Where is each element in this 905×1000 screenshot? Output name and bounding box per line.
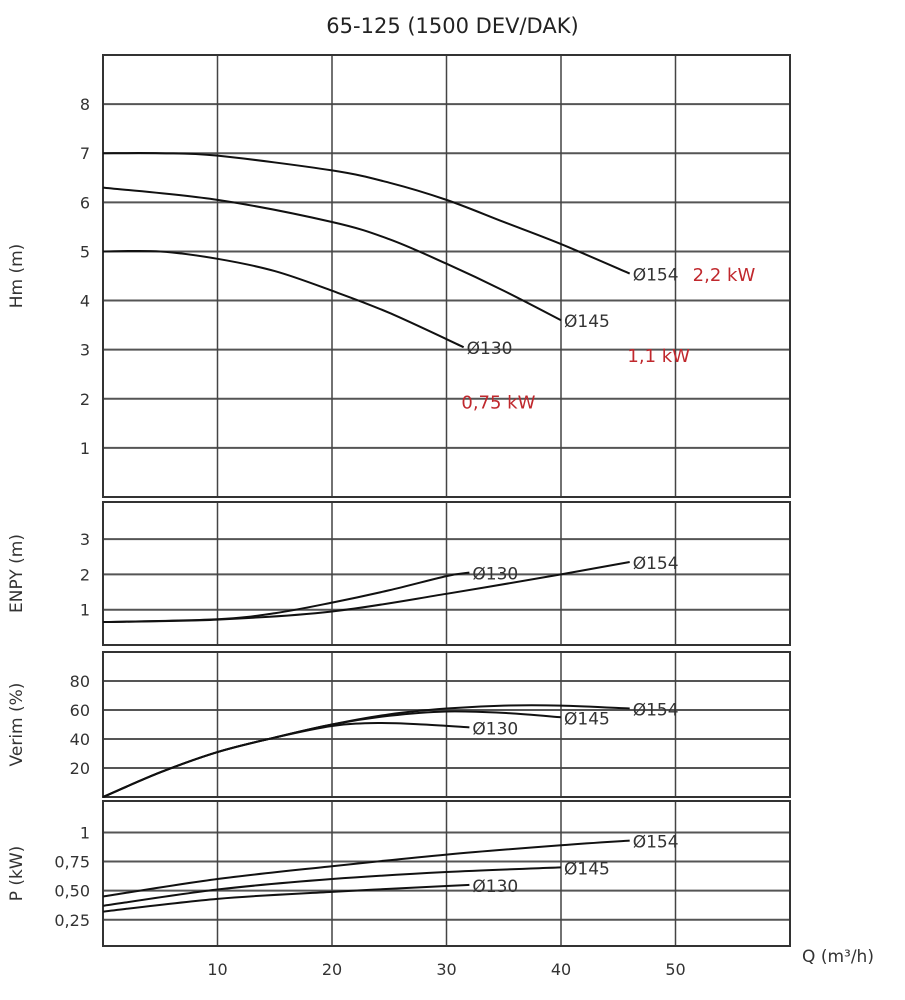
power-ytick-label: 0,50 [54,882,90,901]
head-ytick-label: 6 [80,193,90,212]
head-curve-label: Ø130 [467,339,513,359]
head-ytick-label: 5 [80,242,90,261]
npsh-curve-label: Ø154 [633,554,679,574]
xtick-label: 30 [436,960,456,979]
head-curve-d154 [102,152,631,275]
xtick-label: 40 [551,960,571,979]
head-curve-d145 [102,186,562,322]
efficiency-curve-label: Ø154 [633,701,679,721]
x-axis-label: Q (m³/h) [802,947,874,967]
head-curve-label: Ø145 [564,312,610,332]
head-power-annotation: 2,2 kW [693,265,756,286]
efficiency-ytick-label: 20 [70,759,90,778]
power-ytick-label: 1 [80,823,90,842]
npsh-ytick-label: 2 [80,565,90,584]
npsh-curve-d154 [102,561,630,624]
npsh-ytick-label: 3 [80,530,90,549]
xtick-label: 20 [322,960,342,979]
efficiency-curve-label: Ø130 [472,719,518,739]
head-ytick-label: 4 [80,292,90,311]
power-curve-label: Ø130 [472,877,518,897]
npsh-panel-frame [102,501,791,646]
head-ylabel: Hm (m) [7,244,27,309]
head-curve-label: Ø154 [633,266,679,286]
power-curve-d154 [102,839,630,898]
npsh-ytick-label: 1 [80,601,90,620]
head-ytick-label: 3 [80,341,90,360]
power-ylabel: P (kW) [7,846,27,902]
head-ytick-label: 8 [80,95,90,114]
head-panel-frame [102,54,791,498]
chart-title: 65-125 (1500 DEV/DAK) [326,14,579,38]
power-curve-d130 [102,883,470,913]
head-ytick-label: 2 [80,390,90,409]
npsh-ylabel: ENPY (m) [7,534,27,613]
power-ytick-label: 0,75 [54,853,90,872]
npsh-curve-label: Ø130 [472,565,518,585]
power-ytick-label: 0,25 [54,911,90,930]
efficiency-ylabel: Verim (%) [7,683,27,767]
xtick-label: 50 [665,960,685,979]
head-power-annotation: 0,75 kW [461,393,535,414]
head-curve-d130 [102,249,465,349]
power-panel-frame [102,800,791,947]
xtick-label: 10 [207,960,227,979]
efficiency-curve-d130 [102,722,470,798]
efficiency-ytick-label: 80 [70,672,90,691]
head-power-annotation: 1,1 kW [627,346,690,367]
power-curve-label: Ø154 [633,833,679,853]
efficiency-panel-frame [102,651,791,798]
head-ytick-label: 7 [80,144,90,163]
power-curve-d145 [102,866,562,907]
efficiency-ytick-label: 60 [70,701,90,720]
efficiency-ytick-label: 40 [70,730,90,749]
head-ytick-label: 1 [80,439,90,458]
power-curve-label: Ø145 [564,859,610,879]
efficiency-curve-label: Ø145 [564,709,610,729]
